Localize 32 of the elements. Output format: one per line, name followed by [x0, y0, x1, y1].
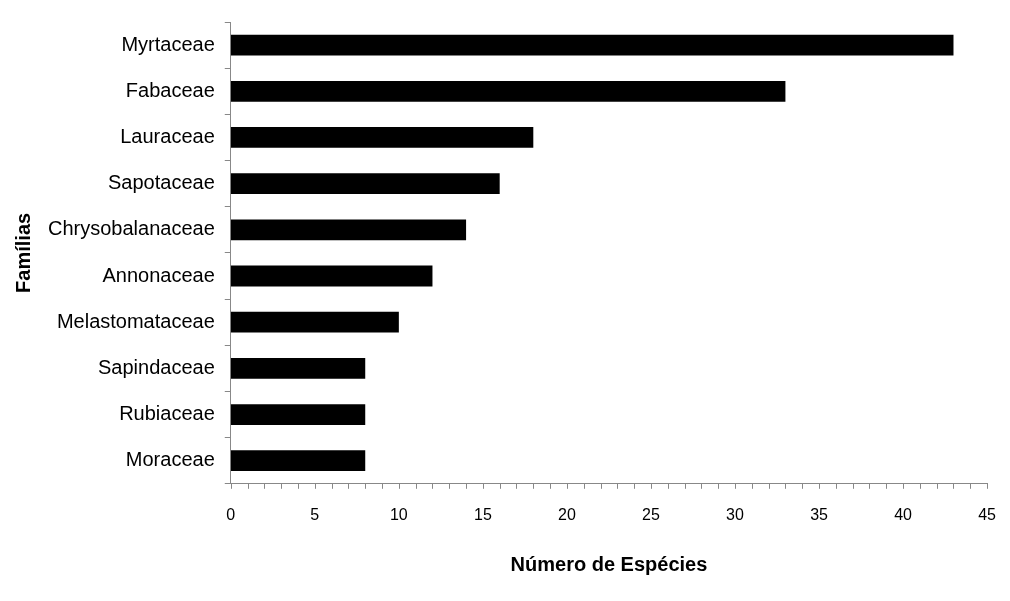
x-tick-label: 20	[558, 505, 576, 523]
bar	[230, 127, 534, 148]
x-tick-label: 0	[226, 505, 236, 523]
y-tick-label: Moraceae	[125, 448, 215, 471]
y-tick-label: Fabaceae	[125, 78, 215, 101]
x-tick-label: 25	[642, 505, 660, 523]
x-tick-label: 35	[810, 505, 829, 523]
bar	[230, 404, 366, 425]
x-tick-label: 45	[978, 505, 997, 523]
bar	[230, 311, 399, 333]
y-tick-label: Myrtaceae	[121, 32, 215, 55]
y-tick-label: Sapindaceae	[98, 355, 215, 378]
bar	[230, 80, 786, 102]
x-tick-label: 30	[726, 505, 744, 523]
bar	[230, 34, 954, 56]
y-tick-label: Rubiaceae	[119, 402, 215, 425]
bar	[230, 265, 433, 287]
bar	[230, 450, 366, 472]
y-tick-label: Annonaceae	[102, 263, 215, 286]
x-tick-label: 15	[473, 505, 492, 523]
y-tick-label: Chrysobalanaceae	[48, 217, 215, 240]
y-tick-label: Sapotaceae	[108, 171, 215, 194]
bar	[230, 357, 366, 379]
y-tick-label: Melastomataceae	[56, 309, 215, 332]
bar	[230, 173, 500, 195]
y-axis-title: Famílias	[11, 212, 34, 293]
x-axis-title: Número de Espécies	[510, 552, 708, 575]
x-tick-label: 5	[310, 505, 320, 523]
bar	[230, 219, 467, 241]
x-tick-label: 40	[894, 505, 913, 523]
x-tick-label: 10	[389, 505, 408, 523]
y-tick-label: Lauraceae	[120, 124, 215, 147]
